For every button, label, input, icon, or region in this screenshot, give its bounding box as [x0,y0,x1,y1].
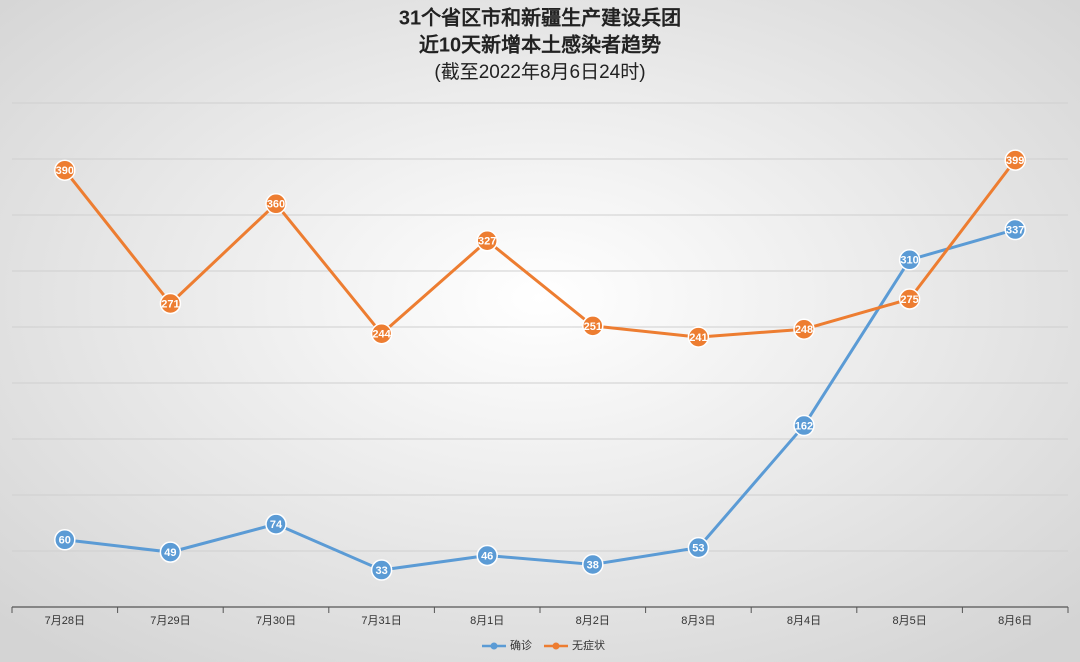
data-point [54,529,76,551]
data-point [687,326,710,348]
x-tick-label: 8月6日 [998,615,1032,627]
data-point [370,559,393,581]
chart-subtitle: (截至2022年8月6日24时) [434,61,645,83]
x-tick-label: 7月31日 [361,615,401,627]
data-label: 162 [795,420,813,432]
data-label: 241 [689,332,707,344]
chart-title: 近10天新增本土感染者趋势 [419,32,661,56]
data-point [1004,218,1026,241]
data-point [898,288,921,310]
data-label: 49 [164,547,176,559]
legend-marker [552,642,560,650]
data-point [159,541,182,563]
series-line [63,159,1017,339]
data-label: 74 [270,519,283,531]
data-point [898,249,921,271]
x-tick-label: 8月1日 [470,615,504,627]
data-point [793,414,815,437]
data-label: 337 [1006,224,1024,236]
data-label: 399 [1006,155,1024,167]
x-tick-label: 8月5日 [892,615,926,627]
data-label: 33 [375,565,387,577]
data-point [476,230,498,252]
data-label: 244 [372,329,391,341]
data-point [476,544,498,567]
series-line [64,228,1016,572]
legend-marker [490,642,498,650]
data-point [582,553,604,576]
data-label: 251 [584,321,602,333]
x-tick-label: 8月3日 [681,615,715,627]
x-tick-label: 7月29日 [150,615,190,627]
x-tick-label: 8月2日 [576,615,610,627]
data-point [582,315,604,337]
chart-title: 31个省区市和新疆生产建设兵团 [399,5,681,29]
data-label: 310 [900,255,918,267]
data-label: 248 [795,324,813,336]
data-point [159,292,182,315]
x-tick-label: 7月28日 [45,615,85,627]
data-label: 46 [481,550,493,562]
data-point [54,159,76,181]
x-tick-label: 7月30日 [256,615,296,627]
legend-label: 确诊 [510,638,532,652]
data-label: 327 [478,236,496,248]
data-point [370,322,393,345]
data-label: 271 [161,298,179,310]
x-tick-label: 8月4日 [787,615,821,627]
legend-label: 无症状 [572,638,605,652]
data-label: 390 [56,165,74,177]
data-point [265,513,287,535]
data-label: 275 [900,294,918,306]
data-point [265,193,287,215]
data-label: 60 [59,535,71,547]
data-point [793,318,815,340]
data-point [1004,149,1026,171]
data-label: 38 [587,559,599,571]
data-label: 360 [267,199,285,211]
data-label: 53 [692,543,704,555]
data-point [687,536,710,559]
